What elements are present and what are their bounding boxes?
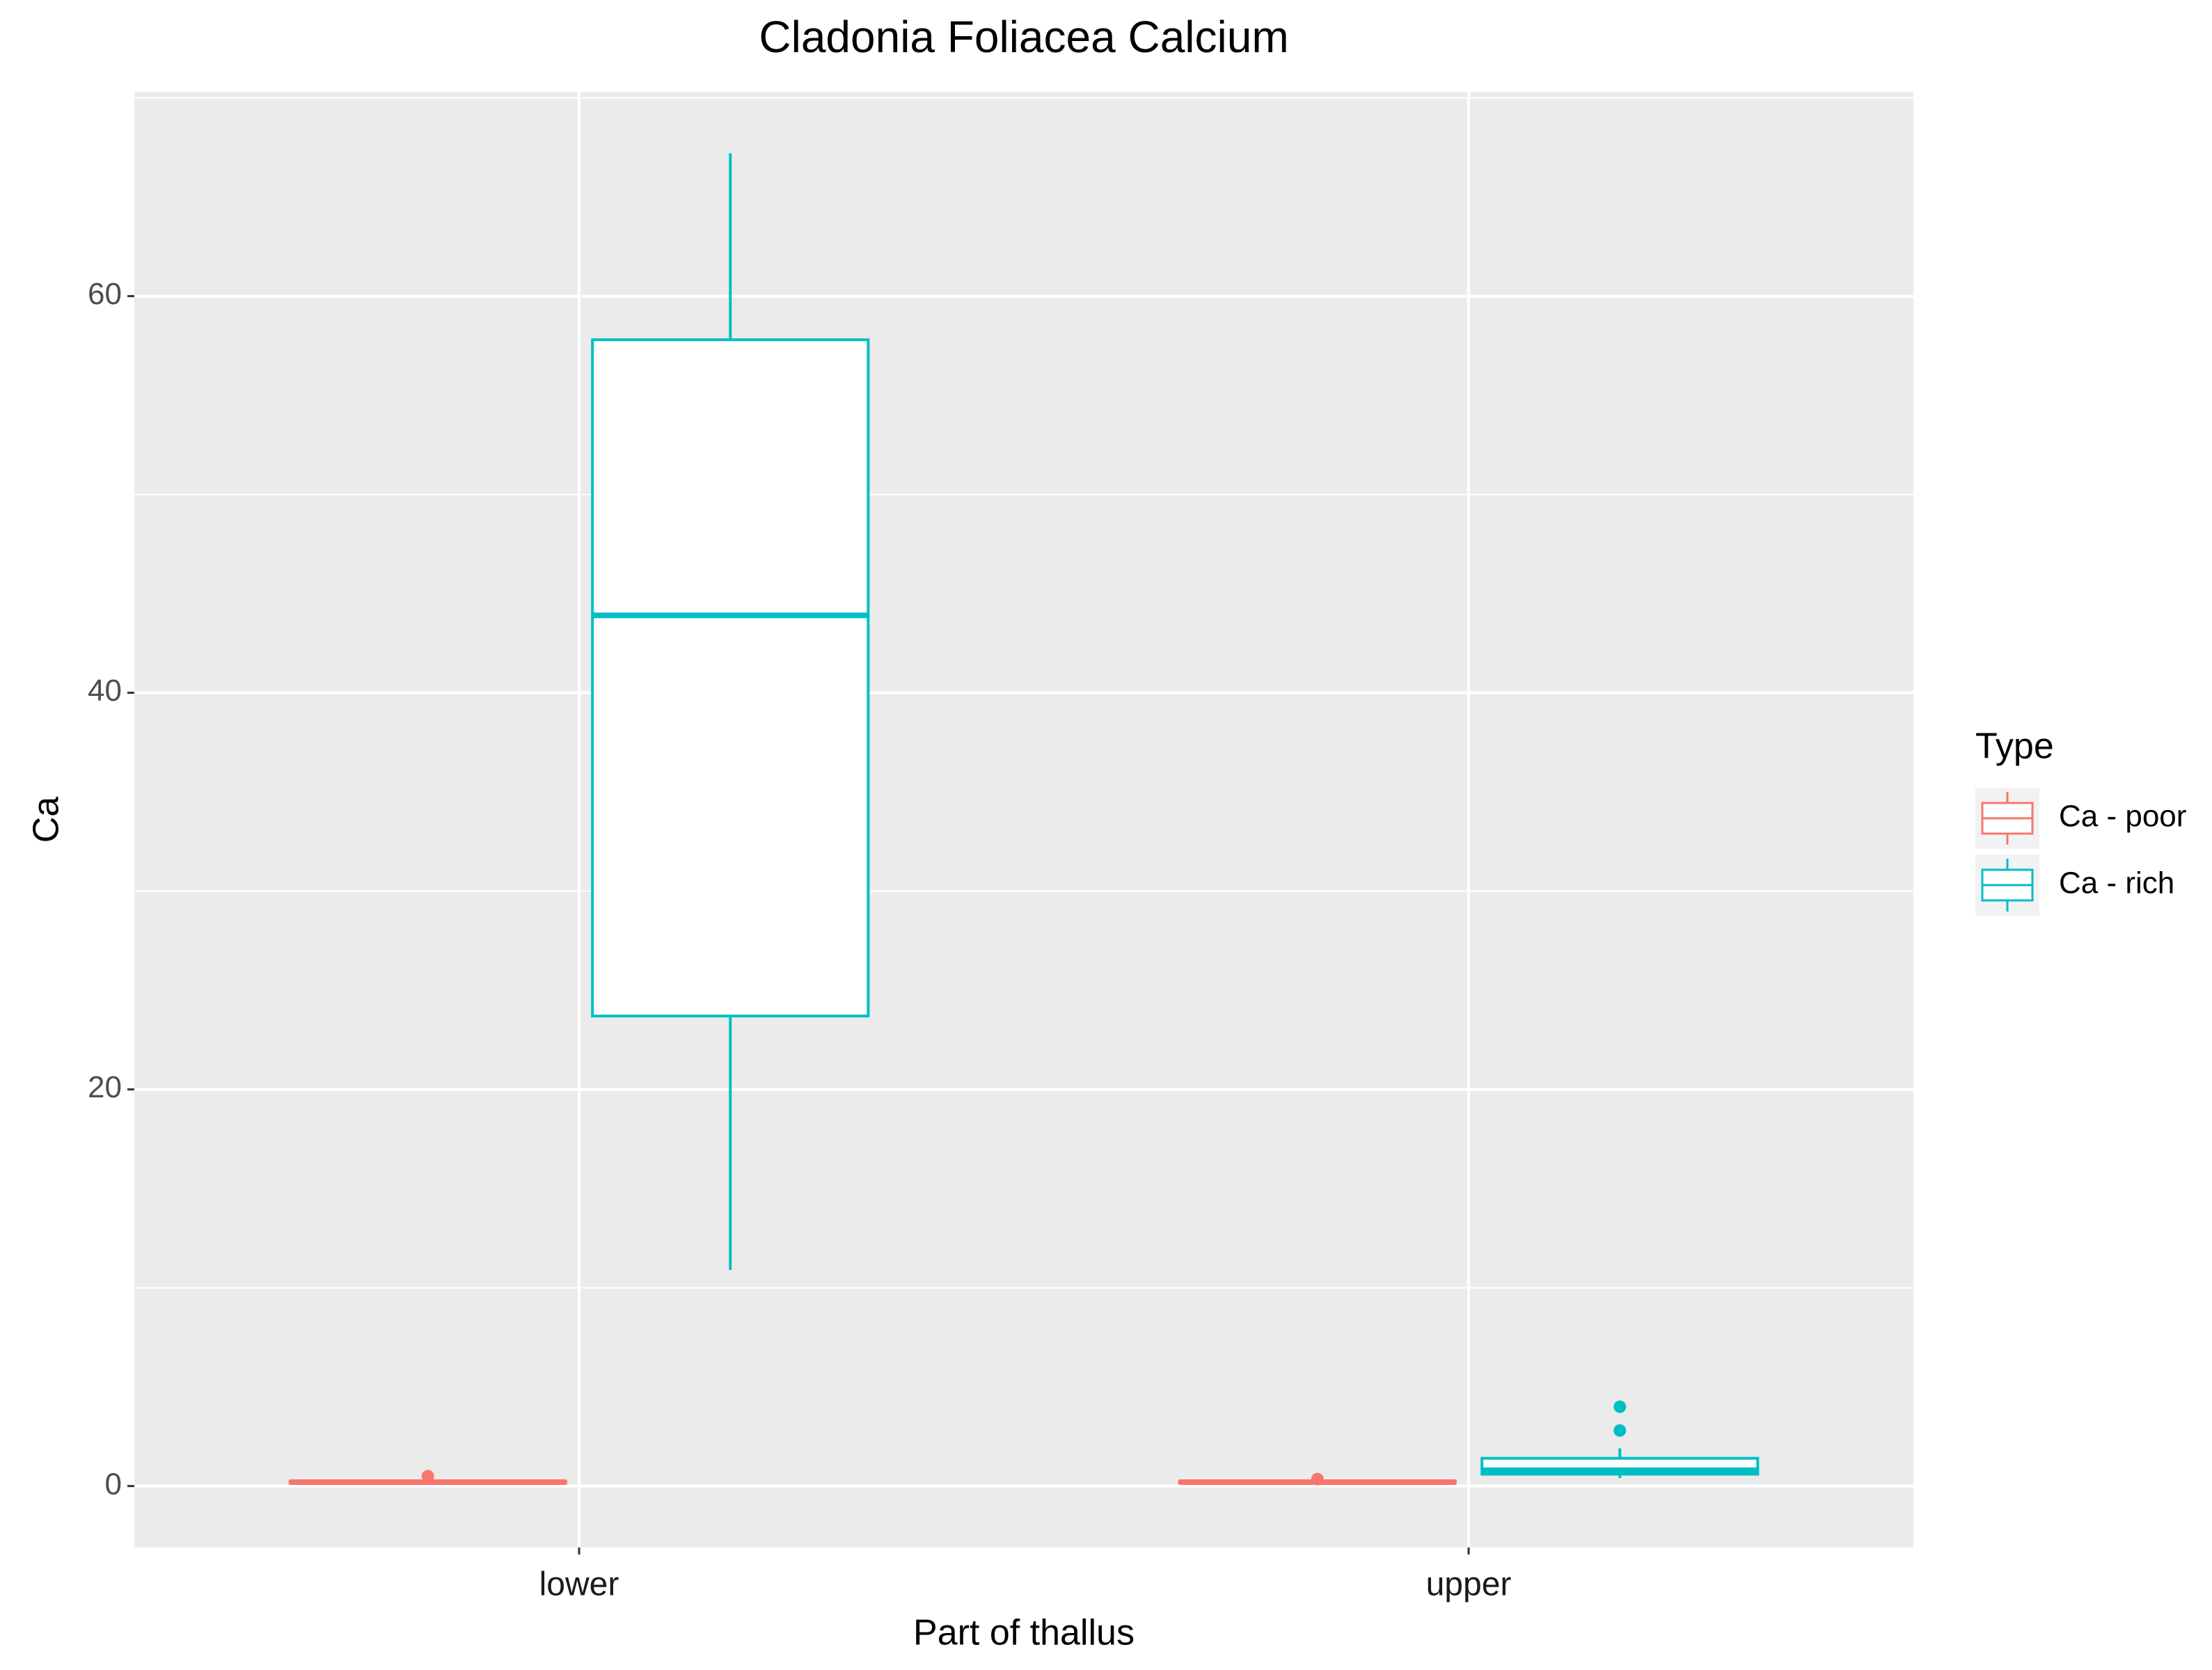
y-tick-label: 60	[88, 277, 122, 311]
outlier	[1311, 1472, 1324, 1486]
y-tick-label: 40	[88, 674, 122, 708]
legend-title: Type	[1975, 726, 2054, 767]
outlier	[1613, 1424, 1627, 1437]
legend-label: Ca - poor	[2059, 800, 2186, 834]
x-axis-label: Part of thallus	[913, 1613, 1135, 1653]
chart-title: Cladonia Foliacea Calcium	[759, 12, 1288, 62]
plot-panel	[134, 92, 1913, 1548]
legend-label: Ca - rich	[2059, 866, 2174, 900]
x-tick-label: lower	[539, 1566, 619, 1603]
box	[591, 338, 870, 1018]
outlier	[1613, 1400, 1627, 1413]
outlier	[421, 1470, 434, 1483]
y-tick-label: 0	[105, 1467, 122, 1501]
y-axis-label: Ca	[26, 797, 67, 843]
x-tick-label: upper	[1426, 1566, 1512, 1603]
y-tick-label: 20	[88, 1070, 122, 1104]
